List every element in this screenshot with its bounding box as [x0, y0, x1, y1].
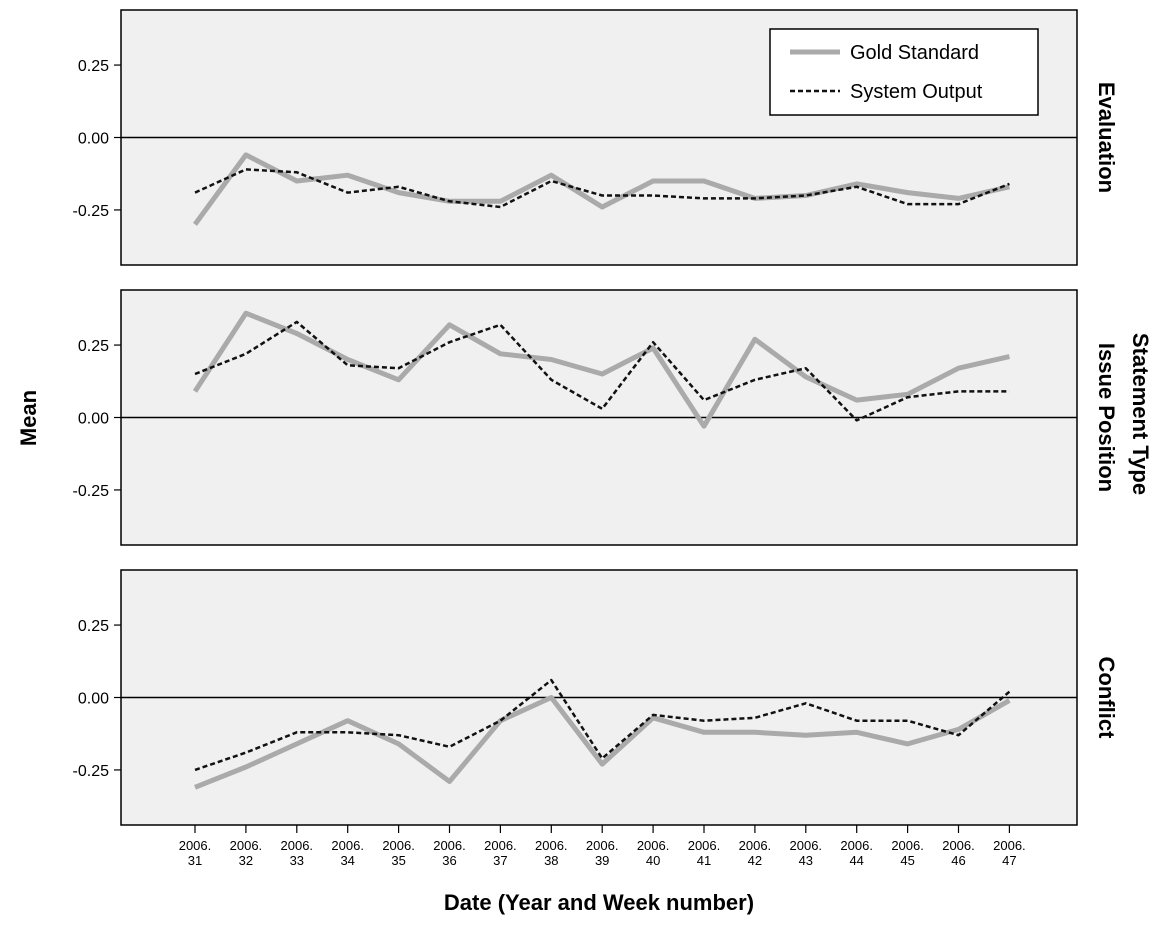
y-tick-label: 0.25 — [78, 618, 109, 635]
legend-label-gold-standard: Gold Standard — [850, 42, 979, 64]
x-tick-label: 41 — [697, 853, 711, 868]
x-tick-label: 47 — [1002, 853, 1016, 868]
series-line-conflict-system-output — [194, 678, 1011, 772]
series-line-issue-position-system-output — [194, 320, 1010, 422]
y-axis-title: Mean — [16, 390, 41, 446]
x-tick-label: 2006. — [382, 838, 415, 853]
x-tick-label: 2006. — [993, 838, 1026, 853]
y-tick-label: -0.25 — [73, 763, 110, 780]
x-tick-label: 40 — [646, 853, 660, 868]
x-tick-label: 2006. — [433, 838, 466, 853]
legend — [769, 28, 1039, 116]
x-tick-label: 2006. — [739, 838, 772, 853]
x-tick-label: 2006. — [942, 838, 975, 853]
x-axis-title: Date (Year and Week number) — [444, 890, 754, 915]
x-tick-label: 42 — [748, 853, 762, 868]
x-tick-label: 32 — [239, 853, 253, 868]
x-tick-label: 39 — [595, 853, 609, 868]
x-tick-label: 2006. — [179, 838, 212, 853]
x-tick-label: 44 — [849, 853, 863, 868]
x-tick-label: 2006. — [484, 838, 517, 853]
x-tick-label: 35 — [391, 853, 405, 868]
x-tick-label: 2006. — [535, 838, 568, 853]
x-tick-label: 2006. — [840, 838, 873, 853]
y-tick-label: 0.00 — [78, 411, 109, 428]
facet-title-evaluation: Evaluation — [1094, 82, 1119, 193]
x-tick-label: 38 — [544, 853, 558, 868]
x-tick-label: 2006. — [688, 838, 721, 853]
x-tick-label: 31 — [188, 853, 202, 868]
x-tick-label: 37 — [493, 853, 507, 868]
x-tick-label: 2006. — [230, 838, 263, 853]
x-tick-label: 2006. — [331, 838, 364, 853]
x-tick-label: 2006. — [281, 838, 314, 853]
x-tick-label: 45 — [900, 853, 914, 868]
x-tick-label: 46 — [951, 853, 965, 868]
x-tick-label: 36 — [442, 853, 456, 868]
facet-title-conflict: Conflict — [1094, 657, 1119, 740]
series-line-issue-position-gold-standard — [192, 310, 1010, 429]
y-tick-label: -0.25 — [73, 483, 110, 500]
series-line-evaluation-system-output — [194, 168, 1010, 209]
x-tick-label: 34 — [340, 853, 354, 868]
series-line-conflict-gold-standard — [194, 695, 1011, 790]
x-tick-label: 2006. — [891, 838, 924, 853]
x-tick-label: 2006. — [637, 838, 670, 853]
facet-axis-title: Statement Type — [1128, 333, 1153, 495]
x-tick-label: 33 — [290, 853, 304, 868]
y-tick-label: 0.25 — [78, 58, 109, 75]
y-tick-label: 0.25 — [78, 338, 109, 355]
y-tick-label: -0.25 — [73, 203, 110, 220]
x-tick-label: 43 — [799, 853, 813, 868]
series-line-evaluation-gold-standard — [192, 152, 1010, 226]
y-tick-label: 0.00 — [78, 131, 109, 148]
facet-title-issue-position: Issue Position — [1094, 343, 1119, 492]
facet-strip — [1077, 10, 1112, 825]
x-tick-label: 2006. — [790, 838, 823, 853]
legend-label-system-output: System Output — [850, 81, 983, 103]
x-tick-label: 2006. — [586, 838, 619, 853]
y-tick-label: 0.00 — [78, 691, 109, 708]
